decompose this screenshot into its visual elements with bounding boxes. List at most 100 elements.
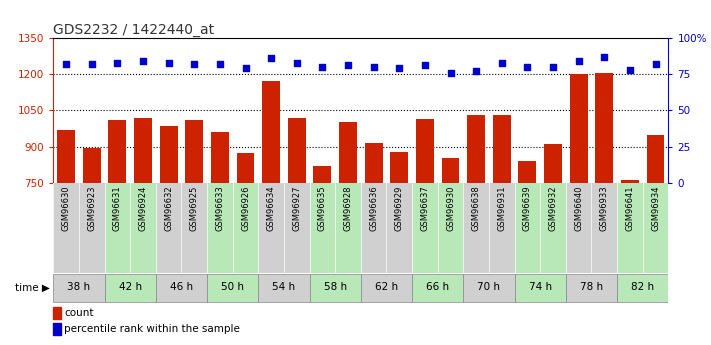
- Bar: [595, 73, 614, 345]
- Bar: [57, 130, 75, 345]
- Bar: [442, 158, 459, 345]
- Point: [188, 61, 200, 67]
- Bar: [621, 180, 639, 345]
- Text: GSM96630: GSM96630: [62, 186, 70, 231]
- Bar: [288, 118, 306, 345]
- Bar: [646, 135, 665, 345]
- Point: [112, 60, 123, 65]
- Bar: [390, 152, 408, 345]
- Point: [137, 58, 149, 64]
- Text: GSM96928: GSM96928: [343, 186, 353, 231]
- Text: time ▶: time ▶: [15, 283, 50, 293]
- Text: GSM96632: GSM96632: [164, 186, 173, 231]
- Text: 62 h: 62 h: [375, 283, 398, 293]
- Point: [394, 66, 405, 71]
- Point: [547, 64, 559, 70]
- FancyBboxPatch shape: [515, 274, 566, 302]
- Bar: [160, 126, 178, 345]
- Bar: [489, 183, 515, 273]
- Bar: [284, 183, 309, 273]
- Point: [265, 56, 277, 61]
- Bar: [79, 183, 105, 273]
- Text: 42 h: 42 h: [119, 283, 141, 293]
- Bar: [309, 183, 335, 273]
- Text: 58 h: 58 h: [324, 283, 347, 293]
- Text: GSM96924: GSM96924: [139, 186, 147, 231]
- Bar: [566, 183, 592, 273]
- Text: GSM96640: GSM96640: [574, 186, 583, 231]
- FancyBboxPatch shape: [464, 274, 515, 302]
- Bar: [467, 115, 485, 345]
- FancyBboxPatch shape: [412, 274, 464, 302]
- FancyBboxPatch shape: [617, 274, 668, 302]
- Bar: [438, 183, 464, 273]
- Point: [599, 54, 610, 60]
- Text: GSM96934: GSM96934: [651, 186, 660, 231]
- Point: [163, 60, 174, 65]
- Point: [214, 61, 225, 67]
- FancyBboxPatch shape: [309, 274, 360, 302]
- Text: 46 h: 46 h: [170, 283, 193, 293]
- Bar: [544, 144, 562, 345]
- Text: GSM96639: GSM96639: [523, 186, 532, 231]
- Bar: [335, 183, 360, 273]
- Point: [240, 66, 251, 71]
- Text: GSM96638: GSM96638: [471, 186, 481, 231]
- FancyBboxPatch shape: [156, 274, 207, 302]
- Point: [496, 60, 508, 65]
- Bar: [53, 323, 61, 335]
- Bar: [518, 161, 536, 345]
- Text: percentile rank within the sample: percentile rank within the sample: [64, 324, 240, 334]
- Point: [316, 64, 328, 70]
- FancyBboxPatch shape: [360, 274, 412, 302]
- Bar: [130, 183, 156, 273]
- Point: [573, 58, 584, 64]
- Bar: [360, 183, 387, 273]
- Bar: [181, 183, 207, 273]
- Text: GSM96932: GSM96932: [548, 186, 557, 231]
- Point: [342, 63, 353, 68]
- Text: 74 h: 74 h: [529, 283, 552, 293]
- Text: GSM96636: GSM96636: [369, 186, 378, 231]
- Text: GDS2232 / 1422440_at: GDS2232 / 1422440_at: [53, 23, 215, 37]
- Point: [624, 67, 636, 72]
- FancyBboxPatch shape: [566, 274, 617, 302]
- Bar: [108, 120, 127, 345]
- Bar: [186, 120, 203, 345]
- Bar: [211, 132, 229, 345]
- Text: GSM96926: GSM96926: [241, 186, 250, 231]
- Bar: [387, 183, 412, 273]
- Bar: [262, 81, 280, 345]
- Bar: [617, 183, 643, 273]
- Bar: [464, 183, 489, 273]
- Bar: [365, 143, 383, 345]
- Text: GSM96641: GSM96641: [626, 186, 634, 231]
- Text: 50 h: 50 h: [221, 283, 244, 293]
- FancyBboxPatch shape: [207, 274, 258, 302]
- FancyBboxPatch shape: [105, 274, 156, 302]
- Point: [471, 69, 482, 74]
- Text: 82 h: 82 h: [631, 283, 654, 293]
- Text: GSM96923: GSM96923: [87, 186, 96, 231]
- Bar: [412, 183, 438, 273]
- Text: GSM96637: GSM96637: [420, 186, 429, 231]
- Point: [60, 61, 72, 67]
- FancyBboxPatch shape: [258, 274, 309, 302]
- Point: [522, 64, 533, 70]
- Point: [445, 70, 456, 76]
- Bar: [643, 183, 668, 273]
- Text: GSM96633: GSM96633: [215, 186, 225, 231]
- Point: [86, 61, 97, 67]
- Text: GSM96925: GSM96925: [190, 186, 199, 231]
- Text: GSM96634: GSM96634: [267, 186, 276, 231]
- Bar: [82, 148, 101, 345]
- Bar: [105, 183, 130, 273]
- Bar: [416, 119, 434, 345]
- Text: count: count: [64, 308, 94, 318]
- Bar: [156, 183, 181, 273]
- Point: [291, 60, 302, 65]
- Bar: [134, 118, 152, 345]
- Text: 38 h: 38 h: [68, 283, 90, 293]
- Bar: [258, 183, 284, 273]
- Text: 54 h: 54 h: [272, 283, 296, 293]
